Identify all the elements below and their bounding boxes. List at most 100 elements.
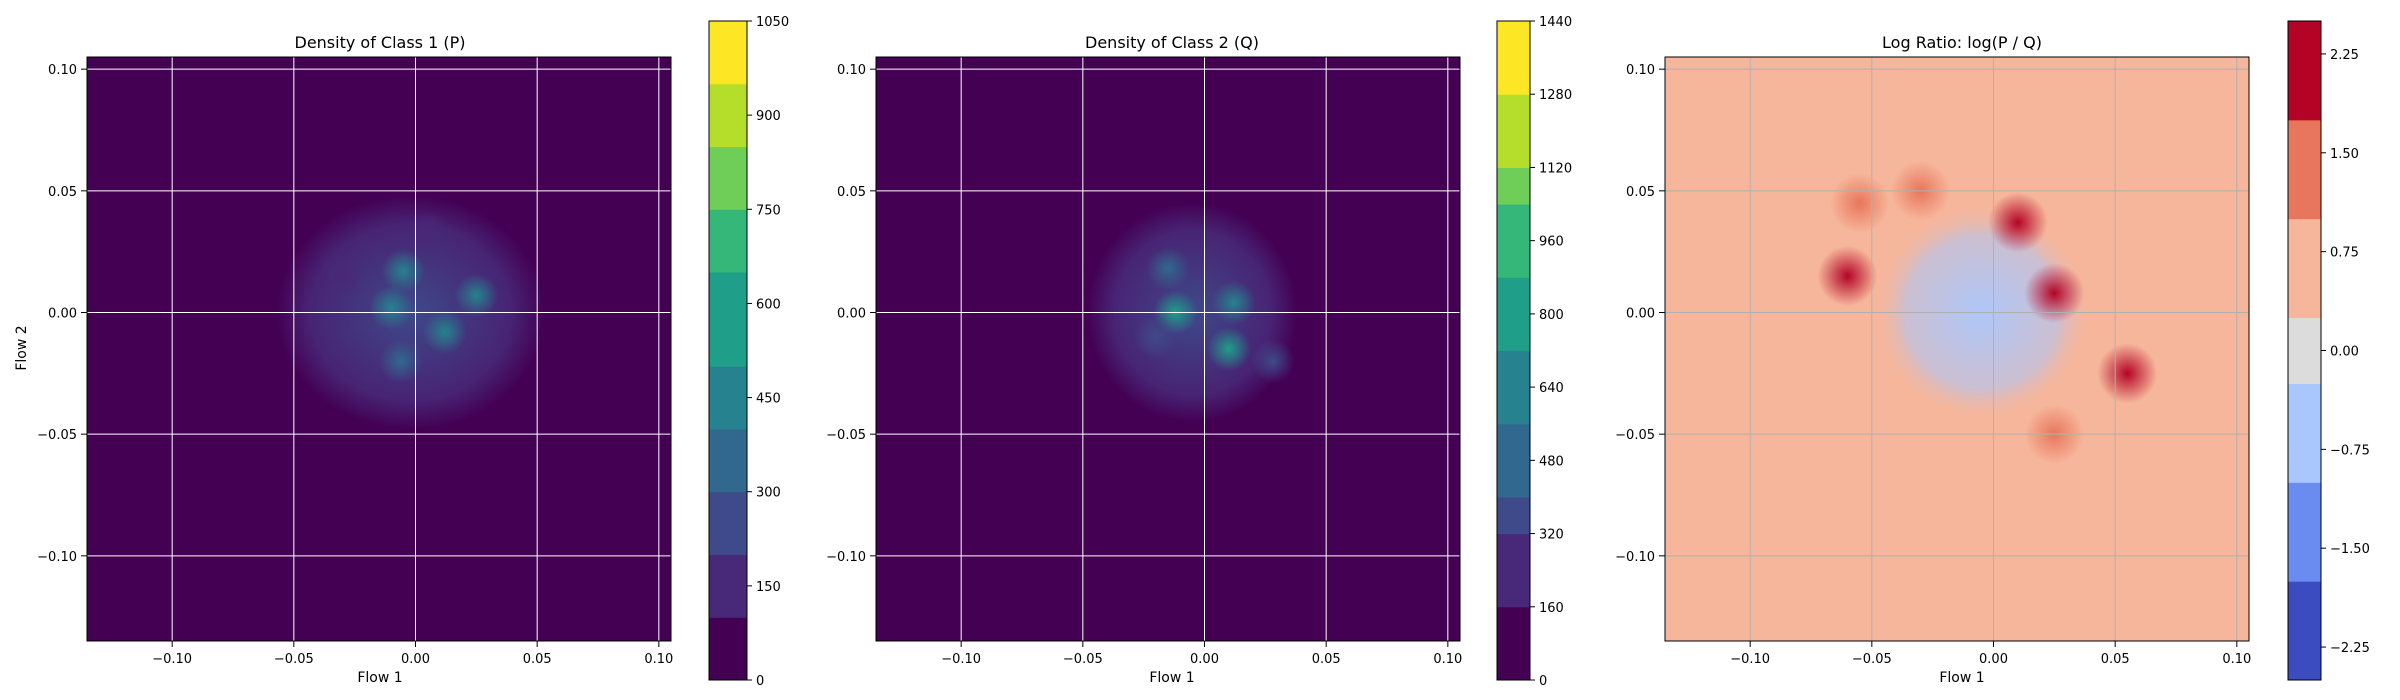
- colorbar-tick-label: 450: [756, 392, 781, 407]
- y-axis-label: Flow 2: [14, 325, 30, 370]
- colorbar-tick-label: 480: [1539, 454, 1564, 469]
- y-tick-label: −0.05: [1615, 428, 1655, 443]
- chart-panel-q: Density of Class 2 (Q) −0.10 −0.05 0.00 0.0…: [826, 15, 1572, 689]
- colorbar-tick-label: −2.25: [2330, 641, 2370, 656]
- colorbar: 0 150 300 450 600 750 900 1050: [708, 15, 789, 689]
- y-axis-ticks: −0.10 −0.05 0.00 0.05 0.10: [826, 63, 876, 565]
- colorbar-segment: [2288, 449, 2321, 483]
- y-tick-label: 0.10: [837, 63, 866, 78]
- colorbar-segment: [709, 397, 747, 430]
- hotspot: [405, 210, 450, 255]
- colorbar-tick-label: 0.75: [2330, 246, 2359, 261]
- plot-frame: [86, 56, 672, 642]
- colorbar-tick-label: 1120: [1539, 161, 1572, 176]
- colorbar-segment: [1497, 350, 1530, 388]
- colorbar-segment: [709, 585, 747, 618]
- colorbar-tick-label: 2.25: [2330, 48, 2359, 63]
- chart-title: Density of Class 1 (P): [295, 33, 466, 52]
- hotspot: [454, 273, 499, 318]
- colorbar-tick-label: 900: [756, 109, 781, 124]
- hotspot: [422, 309, 467, 354]
- colorbar-segment: [2288, 581, 2321, 615]
- colorbar-segment: [2288, 350, 2321, 384]
- colorbar-segment: [709, 52, 747, 85]
- colorbar-segment: [2288, 218, 2321, 253]
- chart-title: Log Ratio: log(P / Q): [1882, 33, 2042, 52]
- y-tick-label: 0.00: [48, 307, 77, 322]
- hotspot: [1146, 246, 1190, 291]
- density-field: [1665, 57, 2249, 641]
- colorbar-segment: [2288, 21, 2321, 55]
- colorbar-tick-label: −1.50: [2330, 542, 2370, 557]
- x-tick-label: 0.00: [1190, 652, 1219, 667]
- colorbar-segment: [2288, 53, 2321, 88]
- colorbar-segment: [1497, 387, 1530, 425]
- y-axis-ticks: −0.10 −0.05 0.00 0.05 0.10: [1615, 63, 1665, 565]
- plot-frame: [1664, 56, 2250, 642]
- hotspot: [2024, 263, 2085, 324]
- x-axis-ticks: −0.10 −0.05 0.00 0.05 0.10: [1730, 641, 2251, 667]
- colorbar-tick-label: 0: [756, 674, 764, 689]
- colorbar-segment: [1497, 240, 1530, 278]
- colorbar-segment: [1497, 606, 1530, 644]
- colorbar-tick-label: 800: [1539, 308, 1564, 323]
- colorbar-segment: [2288, 548, 2321, 582]
- x-axis-label: Flow 1: [357, 670, 402, 686]
- hotspot: [369, 285, 414, 330]
- colorbar-segment: [2288, 416, 2321, 450]
- x-axis-label: Flow 1: [1939, 670, 1984, 686]
- colorbar-segment: [2288, 152, 2321, 187]
- colorbar-segment: [1497, 496, 1530, 535]
- density-field: [87, 57, 671, 641]
- x-tick-label: 0.00: [1979, 652, 2008, 667]
- colorbar-segment: [2288, 614, 2321, 648]
- colorbar-segment: [709, 554, 747, 587]
- colorbar-segment: [2288, 284, 2321, 319]
- colorbar-tick-label: 0: [1539, 674, 1547, 689]
- hotspot: [1206, 327, 1251, 371]
- colorbar-segment: [1497, 204, 1530, 242]
- colorbar-segment: [709, 648, 747, 681]
- y-tick-label: −0.10: [1615, 550, 1655, 565]
- colorbar-segment: [709, 272, 747, 304]
- colorbar-frame: [708, 20, 748, 681]
- x-tick-label: −0.05: [1852, 652, 1892, 667]
- density-field: [876, 57, 1460, 641]
- y-tick-label: −0.10: [37, 550, 77, 565]
- hotspot: [1250, 339, 1295, 384]
- colorbar-segment: [709, 460, 747, 493]
- colorbar-segment: [709, 617, 747, 650]
- colorbar-segment: [1497, 130, 1530, 168]
- colorbar-segment: [709, 21, 747, 53]
- colorbar-segment: [1497, 643, 1530, 681]
- colorbar-segment: [1497, 167, 1530, 205]
- y-tick-label: 0.00: [837, 307, 866, 322]
- hotspot: [2097, 343, 2158, 404]
- colorbar: −2.25 −1.50 −0.75 0.00 0.75 1.50 2.25: [2287, 20, 2370, 681]
- x-tick-label: −0.05: [274, 652, 314, 667]
- colorbar-tick-label: 640: [1539, 381, 1564, 396]
- x-axis-label: Flow 1: [1149, 670, 1194, 686]
- colorbar-segment: [709, 428, 747, 461]
- colorbar-segment: [1497, 533, 1530, 571]
- colorbar-tick-label: 320: [1539, 528, 1564, 543]
- colorbar-tick-label: 600: [756, 297, 781, 312]
- colorbar-segment: [1497, 570, 1530, 608]
- x-tick-label: 0.10: [644, 652, 673, 667]
- y-tick-label: 0.05: [1626, 185, 1655, 200]
- colorbar-tick-label: 0.00: [2330, 345, 2359, 360]
- x-tick-label: −0.10: [941, 652, 981, 667]
- colorbar-segment: [709, 83, 747, 116]
- colorbar-tick-label: 1.50: [2330, 147, 2359, 162]
- x-tick-label: −0.05: [1063, 652, 1103, 667]
- colorbar-tick-label: −0.75: [2330, 443, 2370, 458]
- x-tick-label: −0.10: [152, 652, 192, 667]
- colorbar-segment: [1497, 21, 1530, 59]
- colorbar-segment: [709, 115, 747, 148]
- colorbar-segment: [2288, 647, 2321, 681]
- colorbar-segment: [709, 177, 747, 210]
- chart-panel-log-ratio: Log Ratio: log(P / Q) −0.10 −0.05 0.00 0.05…: [1615, 20, 2370, 686]
- colorbar-segment: [2288, 86, 2321, 121]
- colorbar-tick-label: 150: [756, 580, 781, 595]
